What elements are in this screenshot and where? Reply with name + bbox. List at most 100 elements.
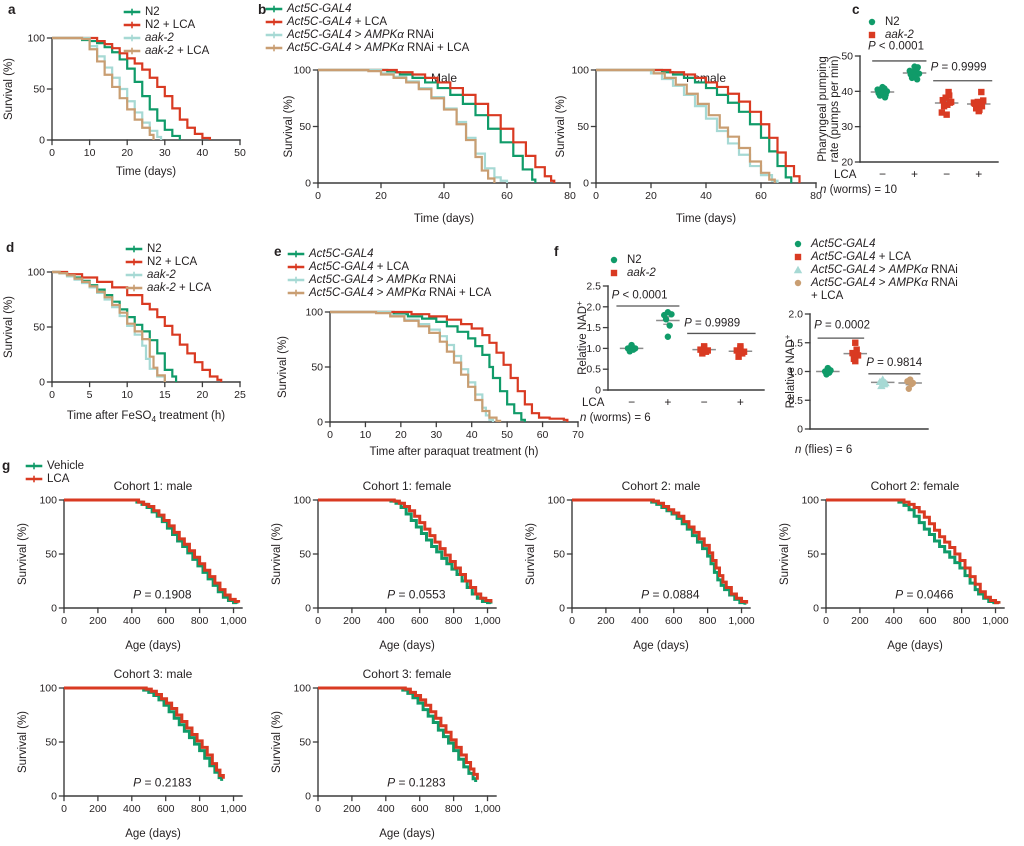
svg-text:P = 0.1908: P = 0.1908: [133, 587, 192, 601]
svg-text:Survival (%): Survival (%): [3, 58, 15, 120]
svg-text:600: 600: [919, 615, 937, 627]
legend-label: N2: [885, 16, 900, 28]
legend-item: aak-2 + LCA: [125, 282, 211, 295]
svg-text:40: 40: [197, 147, 209, 159]
legend-label: Act5C-GAL4 + LCA: [309, 261, 410, 273]
svg-text:Time (days): Time (days): [414, 213, 474, 225]
svg-text:30: 30: [159, 147, 171, 159]
legend-item: N2: [125, 243, 211, 256]
legend-fr: Act5C-GAL4 Act5C-GAL4 + LCA Act5C-GAL4 > A…: [790, 238, 1022, 303]
svg-text:50: 50: [841, 51, 853, 63]
line-marker-icon: [287, 262, 305, 272]
legend-b: Act5C-GAL4 Act5C-GAL4 + LCA Act5C-GAL4 > A…: [265, 3, 470, 55]
svg-text:400: 400: [123, 615, 141, 627]
svg-text:20: 20: [841, 157, 853, 169]
svg-text:50: 50: [501, 429, 513, 441]
svg-text:n (worms) = 6: n (worms) = 6: [580, 412, 651, 424]
line-marker-icon: [125, 283, 143, 293]
line-marker-icon: [287, 249, 305, 259]
svg-text:400: 400: [631, 615, 649, 627]
svg-text:60: 60: [755, 190, 767, 202]
legend-label: Act5C-GAL4 > AMPKα RNAi + LCA: [287, 42, 470, 54]
svg-text:600: 600: [411, 803, 429, 815]
svg-text:50: 50: [33, 322, 45, 334]
svg-text:P = 0.2183: P = 0.2183: [133, 775, 192, 789]
chart-fl: 0 0.5 1.0 1.5 2.0 2.5 Relative NAD+ P < 0.0001 P…: [575, 281, 765, 424]
svg-text:Survival (%): Survival (%): [17, 523, 29, 585]
svg-text:−: −: [879, 167, 886, 181]
svg-text:400: 400: [377, 615, 395, 627]
legend-item: N2: [864, 16, 914, 29]
chart-g3m: 0 200 400 600 800 1,000 0 50 100 Age (days) Surviv…: [17, 667, 247, 840]
legend-label: N2: [627, 254, 642, 266]
svg-text:0: 0: [593, 190, 599, 202]
svg-text:Survival (%): Survival (%): [555, 95, 567, 157]
svg-text:0: 0: [61, 615, 67, 627]
svg-text:400: 400: [377, 803, 395, 815]
svg-text:0: 0: [315, 190, 321, 202]
legend-item: aak-2: [606, 267, 656, 280]
svg-text:800: 800: [191, 803, 209, 815]
svg-text:Age (days): Age (days): [887, 640, 943, 652]
svg-text:20: 20: [375, 190, 387, 202]
svg-text:n (worms) = 10: n (worms) = 10: [820, 184, 897, 196]
legend-label: LCA: [47, 473, 70, 485]
svg-text:20: 20: [645, 190, 657, 202]
legend-item: LCA: [25, 473, 84, 486]
svg-text:Age (days): Age (days): [379, 640, 435, 652]
svg-text:Cohort 3: female: Cohort 3: female: [363, 667, 452, 681]
line-marker-icon: [265, 30, 283, 40]
svg-text:600: 600: [665, 615, 683, 627]
legend-item: Act5C-GAL4 + LCA: [265, 16, 469, 29]
legend-item: Act5C-GAL4: [265, 3, 469, 16]
svg-text:50: 50: [299, 121, 311, 133]
panel-label-d: d: [6, 240, 15, 255]
chart-c: 20 30 40 50 Pharyngeal pumping rate (pumps pe…: [817, 41, 999, 196]
legend-fl: N2 aak-2: [606, 254, 656, 280]
legend-label: Act5C-GAL4 > AMPKα RNAi: [309, 274, 456, 286]
circle-marker-icon: [790, 239, 806, 249]
svg-text:0: 0: [49, 147, 55, 159]
svg-text:0: 0: [317, 417, 323, 429]
svg-text:0: 0: [559, 603, 565, 615]
svg-text:0: 0: [569, 615, 575, 627]
svg-text:Time (days): Time (days): [676, 213, 736, 225]
svg-text:0: 0: [305, 791, 311, 803]
svg-text:0.5: 0.5: [788, 395, 803, 407]
svg-text:Time after paraquat treatment: Time after paraquat treatment (h): [370, 446, 539, 458]
svg-text:50: 50: [807, 549, 819, 561]
chart-g2f: 0 200 400 600 800 1,000 0 50 100 Age (days) Surviv…: [779, 479, 1009, 652]
svg-text:25: 25: [234, 389, 246, 401]
svg-text:100: 100: [39, 683, 57, 695]
svg-text:50: 50: [311, 362, 323, 374]
svg-text:0: 0: [39, 135, 45, 147]
svg-text:Age (days): Age (days): [125, 640, 181, 652]
svg-text:50: 50: [45, 549, 57, 561]
chart-g3f: 0 200 400 600 800 1,000 0 50 100 Age (days) Surviv…: [271, 667, 501, 840]
svg-text:800: 800: [953, 615, 971, 627]
legend-label: aak-2: [145, 32, 174, 44]
svg-text:0: 0: [813, 603, 819, 615]
svg-text:0: 0: [823, 615, 829, 627]
svg-text:LCA: LCA: [582, 397, 605, 409]
svg-text:Cohort 2: male: Cohort 2: male: [622, 479, 701, 493]
svg-text:Cohort 3: male: Cohort 3: male: [114, 667, 193, 681]
svg-text:+: +: [664, 395, 671, 409]
svg-text:1.0: 1.0: [788, 366, 803, 378]
svg-text:rate (pumps per min): rate (pumps per min): [829, 55, 841, 162]
svg-text:0: 0: [315, 803, 321, 815]
svg-text:40: 40: [841, 86, 853, 98]
svg-text:100: 100: [801, 495, 819, 507]
square-marker-icon: [864, 30, 880, 40]
legend-item: Act5C-GAL4 > AMPKα RNAi + LCA: [287, 287, 491, 300]
svg-text:100: 100: [305, 307, 323, 319]
svg-text:100: 100: [293, 65, 311, 77]
line-marker-icon: [265, 4, 283, 14]
svg-text:10: 10: [84, 147, 96, 159]
svg-text:0: 0: [51, 791, 57, 803]
legend-e: Act5C-GAL4 Act5C-GAL4 + LCA Act5C-GAL4 > A…: [287, 248, 491, 300]
svg-text:Time after FeSO4 treatment (h): Time after FeSO4 treatment (h): [67, 410, 225, 424]
legend-label: N2: [145, 6, 160, 18]
legend-label: aak-2: [147, 269, 176, 281]
